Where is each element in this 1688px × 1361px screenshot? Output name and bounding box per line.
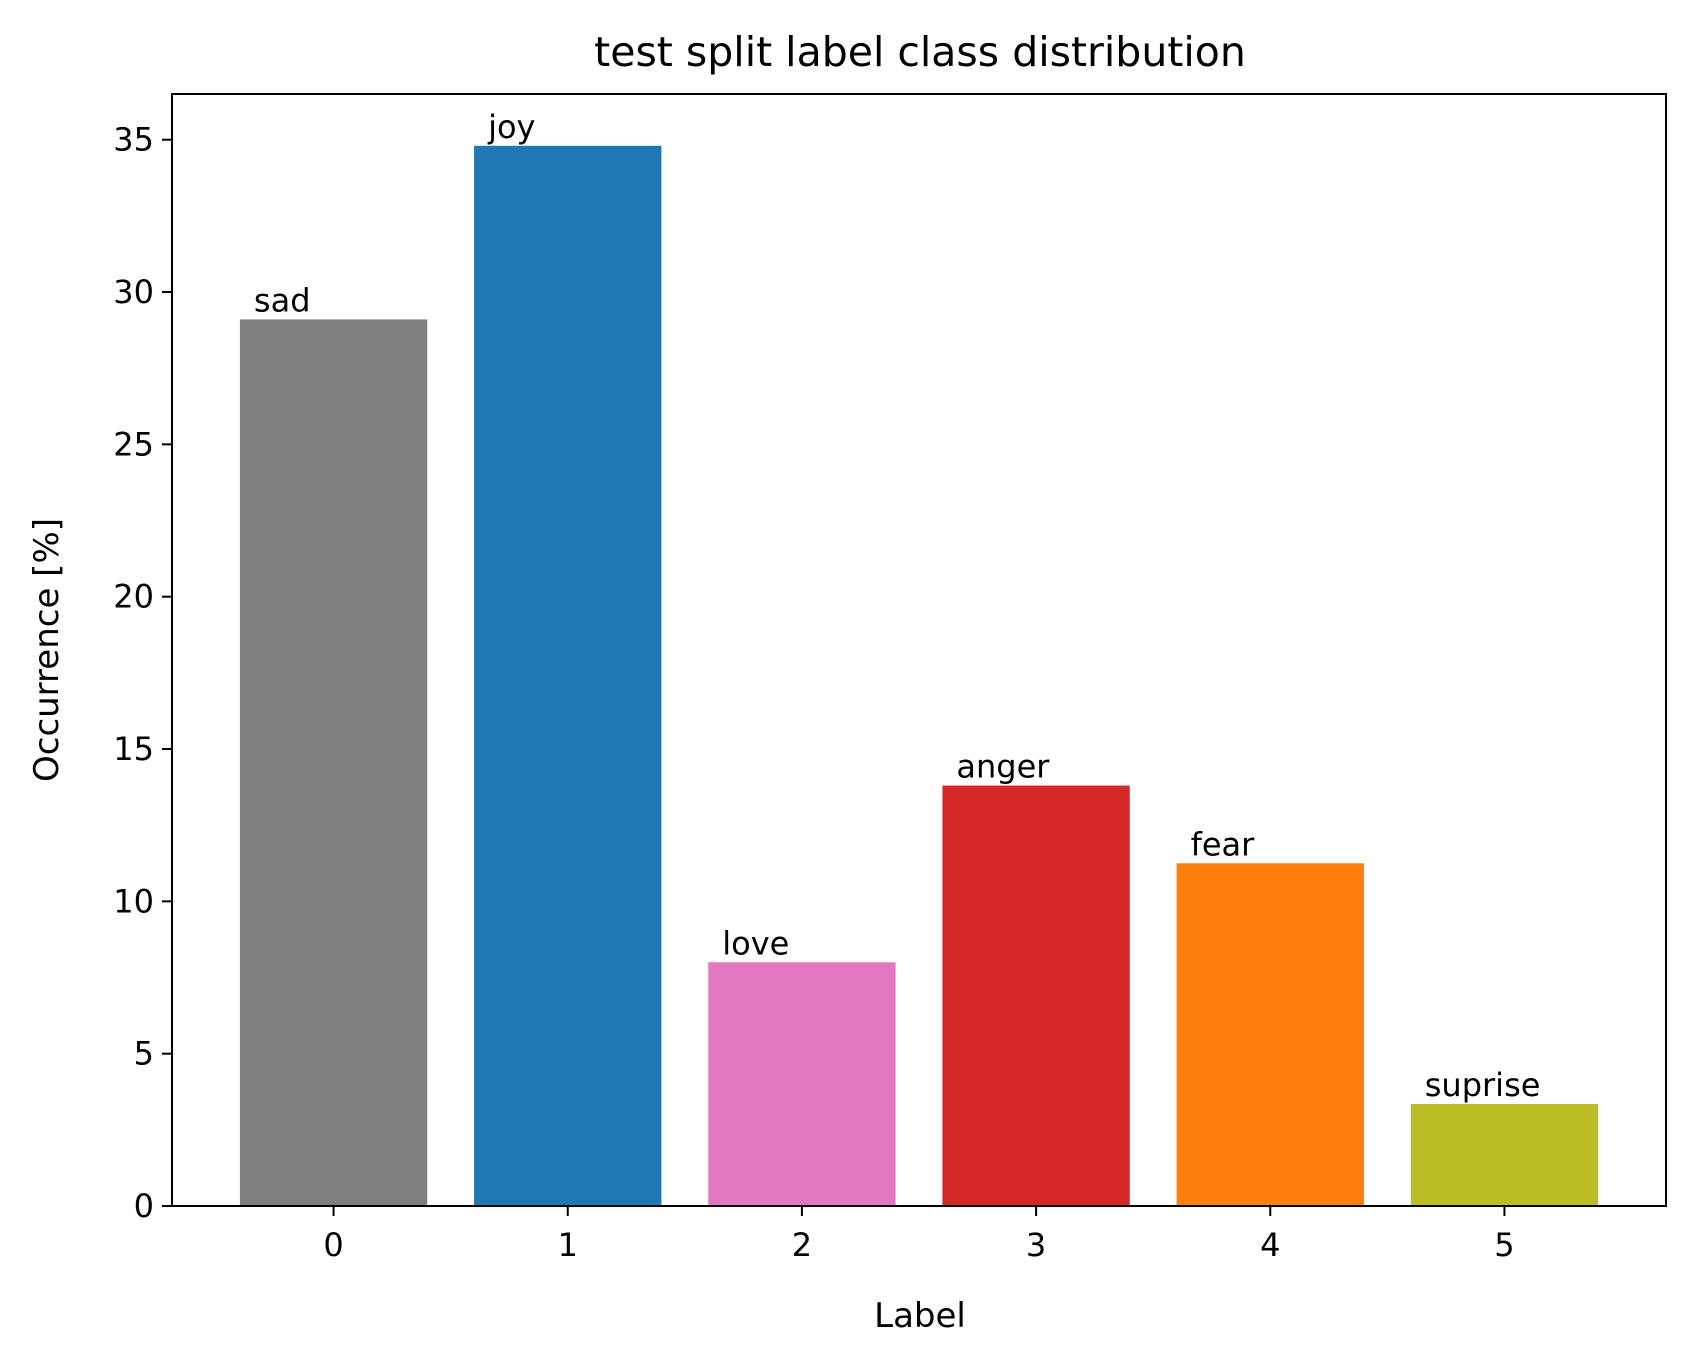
y-tick-label: 15 [113, 730, 154, 768]
x-tick-label: 5 [1494, 1226, 1514, 1264]
y-tick-label: 5 [134, 1035, 154, 1073]
x-tick-label: 2 [792, 1226, 812, 1264]
bar-label-suprise: suprise [1425, 1066, 1541, 1104]
bar-label-anger: anger [956, 748, 1050, 786]
plot-frame [171, 93, 1667, 1207]
bar-label-love: love [722, 924, 789, 962]
y-tick-label: 25 [113, 425, 154, 463]
bar-label-fear: fear [1191, 825, 1256, 863]
x-tick-label: 1 [558, 1226, 578, 1264]
y-axis: 0 5 10 15 20 25 30 35 [113, 121, 172, 1225]
bar-2 [708, 962, 896, 1206]
bar-labels-group: sad joy love anger fear suprise [254, 108, 1541, 1104]
y-tick-label: 20 [113, 578, 154, 616]
x-tick-label: 4 [1260, 1226, 1280, 1264]
x-tick-label: 3 [1026, 1226, 1046, 1264]
bar-3 [942, 785, 1130, 1206]
x-axis-label: Label [874, 1296, 966, 1336]
x-tick-label: 0 [323, 1226, 343, 1264]
bar-label-sad: sad [254, 281, 311, 319]
y-axis-label: Occurrence [%] [27, 518, 67, 782]
y-tick-label: 30 [113, 273, 154, 311]
y-tick-label: 0 [134, 1187, 154, 1225]
bar-1 [474, 145, 662, 1207]
bar-0 [239, 319, 428, 1207]
bars-group [239, 145, 1599, 1207]
bar-label-joy: joy [487, 108, 535, 146]
chart-title: test split label class distribution [594, 28, 1246, 76]
bar-4 [1176, 863, 1364, 1206]
bar-5 [1410, 1103, 1599, 1206]
x-axis: 0 1 2 3 4 5 [323, 1206, 1515, 1264]
y-tick-label: 35 [113, 121, 154, 159]
y-tick-label: 10 [113, 882, 154, 920]
